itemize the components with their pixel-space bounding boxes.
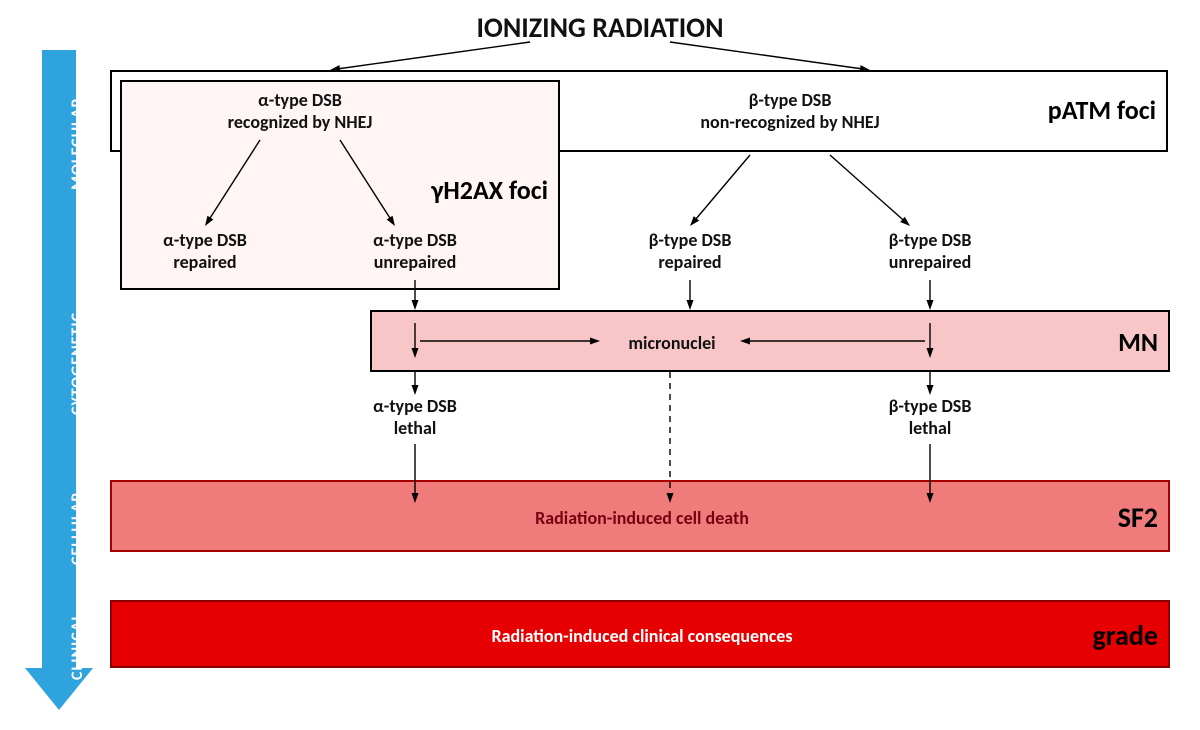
category-label: CYTOGENETIC: [68, 311, 87, 414]
cell-death-text: Radiation-induced cell death: [112, 507, 1172, 529]
category-label: CELLULAR: [68, 491, 87, 564]
node-beta-nhej: β-type DSBnon-recognized by NHEJ: [680, 90, 900, 133]
node-alpha-lethal: α-type DSBlethal: [305, 396, 525, 439]
node-beta-unrep: β-type DSBunrepaired: [820, 230, 1040, 273]
node-beta-repaired: β-type DSBrepaired: [580, 230, 800, 273]
micronuclei-text: micronuclei: [592, 332, 752, 354]
mn-box: MN micronuclei: [370, 310, 1170, 372]
node-alpha-nhej: α-type DSBrecognized by NHEJ: [190, 90, 410, 133]
category-label: CLINICAL: [68, 612, 87, 679]
node-beta-lethal: β-type DSBlethal: [820, 396, 1040, 439]
grade-box: grade Radiation-induced clinical consequ…: [110, 600, 1170, 668]
patm-foci-label: pATM foci: [1048, 94, 1156, 126]
node-alpha-unrep: α-type DSBunrepaired: [305, 230, 525, 273]
diagram-stage: MOLECULAR CYTOGENETIC CELLULAR CLINICAL ION…: [0, 0, 1200, 730]
node-alpha-repaired: α-type DSBrepaired: [95, 230, 315, 273]
sf2-box: SF2 Radiation-induced cell death: [110, 480, 1170, 552]
mn-label: MN: [1118, 326, 1158, 358]
diagram-title: IONIZING RADIATION: [390, 10, 810, 45]
category-label: MOLECULAR: [68, 97, 87, 190]
gamma-h2ax-foci-label: γH2AX foci: [431, 174, 548, 206]
clinical-consequences-text: Radiation-induced clinical consequences: [112, 625, 1172, 647]
